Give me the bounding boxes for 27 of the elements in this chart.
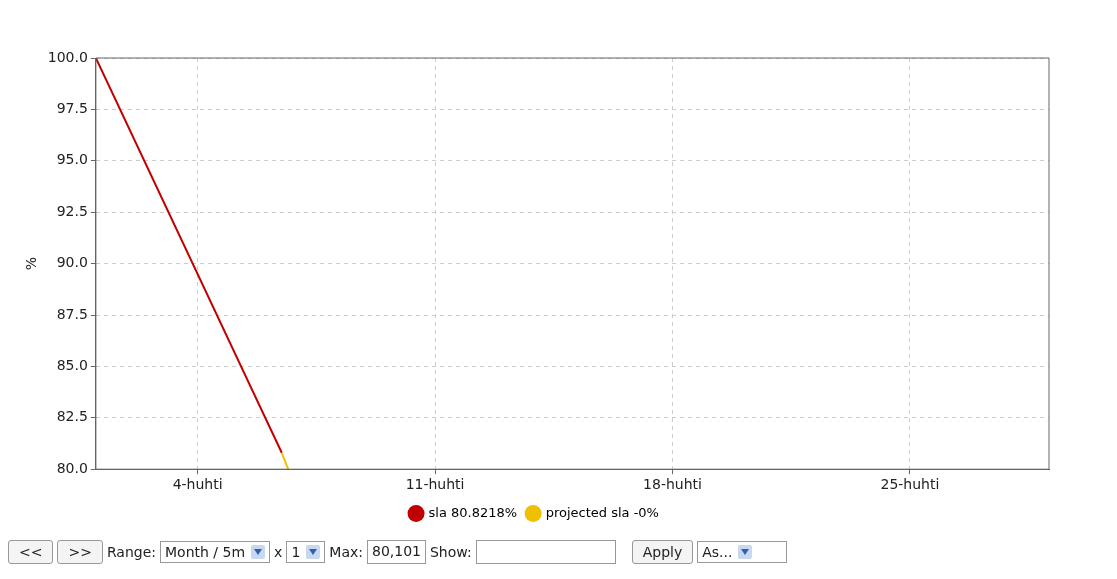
x-tick-label: 4-huhti [172,476,223,493]
y-tick-label: 87.5 [56,305,88,322]
x-tick-label: 25-huhti [880,476,940,493]
y-tick-label: 85.0 [56,357,88,374]
text: Range: [106,544,157,560]
y-axis-title: % [23,256,40,271]
legend-label: projected sla -0% [545,504,659,520]
button[interactable]: << [8,540,54,564]
y-tick-label: 92.5 [56,202,88,219]
y-tick-label: 97.5 [56,100,88,117]
y-tick-label: 82.5 [56,408,88,425]
dropdown[interactable]: Month / 5m [160,541,271,563]
text: Max: [329,544,363,560]
x-tick-label: 18-huhti [643,476,702,493]
y-tick-label: 100.0 [47,48,88,65]
button[interactable]: Apply [631,540,694,564]
x-tick-label: 11-huhti [405,476,465,493]
button[interactable]: >> [57,540,103,564]
text: Show: [429,544,472,560]
y-tick-label: 80.0 [56,459,88,476]
y-tick-label: 90.0 [56,254,88,271]
y-tick-label: 95.0 [56,151,88,168]
legend-label: sla 80.8218% [428,504,518,520]
text: x [274,544,283,560]
dropdown[interactable]: 1 [286,541,326,563]
text-field[interactable]: 80,101 [366,540,426,564]
dropdown[interactable]: As... [697,541,788,563]
